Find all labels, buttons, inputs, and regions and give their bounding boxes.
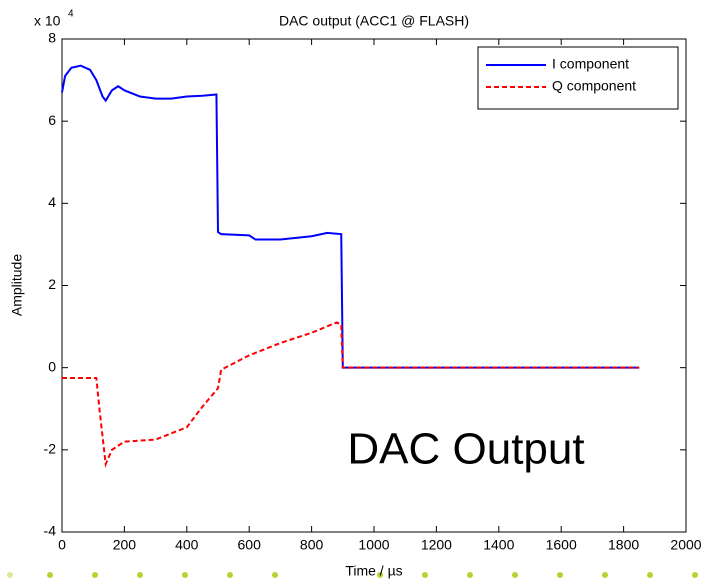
- series-line: [62, 321, 640, 469]
- x-tick-label: 800: [300, 537, 324, 553]
- x-tick-label: 1600: [546, 537, 577, 553]
- x-tick-label: 1000: [358, 537, 389, 553]
- x-tick-label: 200: [113, 537, 137, 553]
- y-tick-label: 0: [48, 358, 56, 374]
- y-scale-exponent: 4: [68, 9, 74, 20]
- x-tick-label: 1400: [483, 537, 514, 553]
- x-tick-label: 400: [175, 537, 199, 553]
- annotation: DAC Output: [347, 425, 584, 474]
- x-tick-label: 600: [238, 537, 262, 553]
- y-tick-label: -4: [44, 523, 57, 539]
- y-tick-label: 2: [48, 276, 56, 292]
- x-tick-label: 2000: [670, 537, 701, 553]
- x-tick-label: 1800: [608, 537, 639, 553]
- decor-dots: [7, 572, 698, 578]
- y-scale-base: x 10: [34, 13, 61, 29]
- chart-title: DAC output (ACC1 @ FLASH): [279, 13, 469, 29]
- y-tick-label: 4: [48, 194, 56, 210]
- y-tick-label: 8: [48, 30, 56, 46]
- x-tick-label: 1200: [421, 537, 452, 553]
- x-axis-label: Time / µs: [345, 563, 402, 579]
- y-axis-label: Amplitude: [9, 254, 25, 316]
- legend-label: Q component: [552, 78, 636, 94]
- y-tick-label: -2: [44, 441, 57, 457]
- legend-label: I component: [552, 56, 629, 72]
- plot-frame: [61, 38, 687, 533]
- legend-box: [477, 46, 679, 110]
- series-line: [61, 64, 640, 369]
- x-tick-label: 0: [58, 537, 66, 553]
- y-tick-label: 6: [48, 112, 56, 128]
